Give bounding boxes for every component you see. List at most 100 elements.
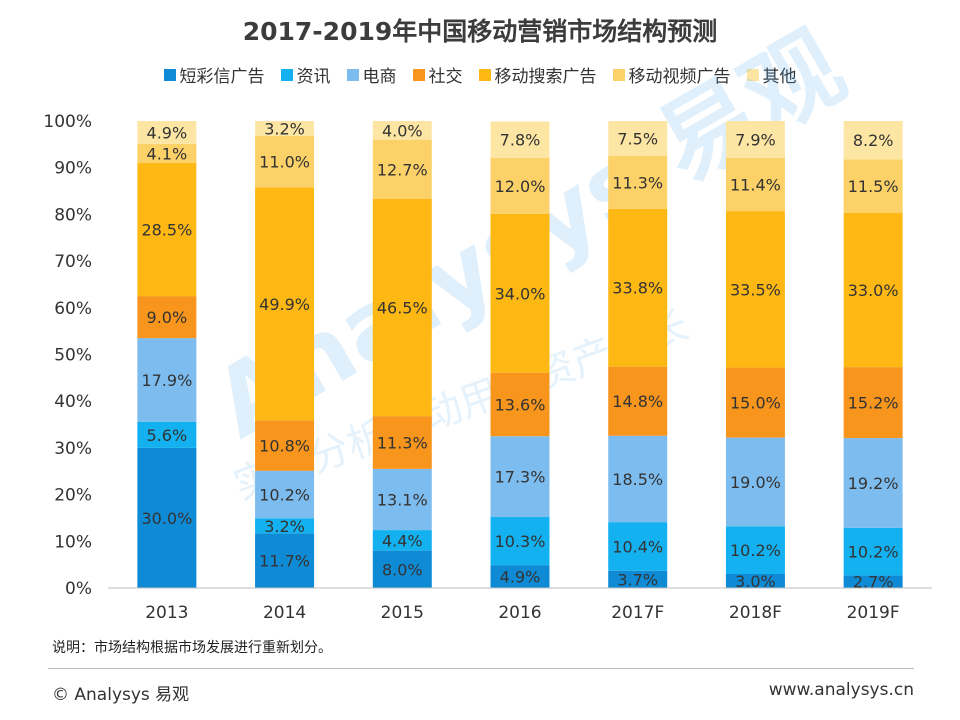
data-label: 11.7% (259, 552, 310, 571)
y-tick-label: 20% (54, 486, 92, 506)
bar-segment (490, 213, 550, 373)
data-label: 7.8% (500, 131, 541, 150)
data-label: 30.0% (141, 509, 192, 528)
data-label: 3.7% (617, 570, 658, 589)
bar-segment (490, 372, 550, 437)
legend-label: 移动搜索广告 (494, 67, 597, 87)
data-label: 11.3% (612, 173, 663, 192)
website-link[interactable]: www.analysys.cn (768, 680, 914, 700)
data-label: 17.3% (495, 468, 546, 487)
data-label: 19.0% (730, 473, 781, 492)
data-label: 33.8% (612, 279, 663, 298)
legend-label: 移动视频广告 (628, 67, 731, 87)
data-label: 33.5% (730, 280, 781, 299)
bar-segment (137, 338, 197, 422)
bar-segment (843, 575, 903, 588)
bar-segment (608, 208, 668, 367)
data-label: 12.0% (495, 177, 546, 196)
bar-segment (255, 533, 315, 588)
legend-label: 电商 (362, 67, 397, 87)
bar-segment (843, 121, 903, 160)
data-label: 33.0% (848, 281, 899, 300)
data-label: 13.6% (495, 395, 546, 414)
bar-segment (843, 159, 903, 213)
legend-item: 电商 (346, 62, 397, 87)
bar-segment (725, 573, 785, 588)
chart-title: 2017-2019年中国移动营销市场结构预测 (242, 17, 718, 46)
data-label: 15.2% (848, 394, 899, 413)
data-label: 4.0% (382, 121, 423, 140)
bar-segment (255, 470, 315, 519)
bar-segment (137, 163, 197, 297)
data-label: 11.4% (730, 176, 781, 195)
data-label: 19.2% (848, 474, 899, 493)
data-label: 10.3% (495, 532, 546, 551)
legend-swatch (746, 68, 759, 81)
data-label: 34.0% (495, 284, 546, 303)
y-tick-label: 70% (54, 252, 92, 272)
data-label: 2.7% (853, 573, 894, 592)
bar-segment (608, 366, 668, 436)
bar-segment (608, 522, 668, 571)
legend-item: 社交 (412, 62, 463, 87)
bar-segment (490, 517, 550, 566)
bar-segment (608, 570, 668, 588)
bar-segment (137, 121, 197, 144)
data-label: 7.9% (735, 130, 776, 149)
legend-swatch (612, 68, 625, 81)
y-tick-label: 80% (54, 205, 92, 225)
y-tick-label: 10% (54, 532, 92, 552)
legend: 短彩信广告 资讯 电商 社交 移动搜索广告 移动视频广告 其他 (0, 62, 960, 87)
bar-segment (372, 468, 432, 531)
data-label: 4.4% (382, 531, 423, 550)
data-label: 17.9% (141, 371, 192, 390)
legend-item: 资讯 (280, 62, 331, 87)
bar-segment (725, 367, 785, 438)
y-tick-label: 0% (65, 579, 92, 599)
data-label: 8.2% (853, 131, 894, 150)
data-label: 11.3% (377, 434, 428, 453)
data-label: 3.0% (735, 572, 776, 591)
chart-note: 说明：市场结构根据市场发展进行重新划分。 (52, 640, 332, 656)
y-tick-label: 90% (54, 159, 92, 179)
bar-segment (843, 527, 903, 576)
bar-segment (372, 550, 432, 588)
legend-swatch (478, 68, 491, 81)
bar-segment (490, 436, 550, 518)
bar-segment (843, 212, 903, 368)
data-label: 8.0% (382, 560, 423, 579)
bar-segment (255, 420, 315, 471)
data-label: 14.8% (612, 392, 663, 411)
x-tick-label: 2015 (381, 603, 424, 623)
x-tick-label: 2018F (729, 603, 782, 623)
legend-label: 资讯 (296, 67, 331, 87)
data-label: 11.5% (848, 177, 899, 196)
bar-segment (255, 187, 315, 421)
x-tick-label: 2013 (145, 603, 188, 623)
bar-segment (372, 530, 432, 551)
x-tick-label: 2019F (847, 603, 900, 623)
y-tick-label: 50% (54, 346, 92, 366)
legend-item: 短彩信广告 (163, 62, 265, 87)
data-label: 12.7% (377, 160, 428, 179)
data-label: 15.0% (730, 394, 781, 413)
bar-segment (608, 435, 668, 523)
data-label: 18.5% (612, 470, 663, 489)
data-label: 10.2% (848, 543, 899, 562)
legend-swatch (163, 68, 176, 81)
x-tick-label: 2017F (611, 603, 664, 623)
data-label: 5.6% (147, 426, 188, 445)
legend-swatch (346, 68, 359, 81)
data-label: 28.5% (141, 221, 192, 240)
bar-segment (608, 121, 668, 157)
bar-segment (137, 447, 197, 588)
data-label: 3.2% (264, 517, 305, 536)
data-label: 9.0% (147, 308, 188, 327)
bar-segment (490, 565, 550, 588)
x-tick-label: 2014 (263, 603, 306, 623)
bar-segment (255, 121, 315, 136)
y-tick-label: 40% (54, 392, 92, 412)
bar-segment (725, 437, 785, 527)
bar-segment (725, 211, 785, 368)
data-label: 10.4% (612, 537, 663, 556)
